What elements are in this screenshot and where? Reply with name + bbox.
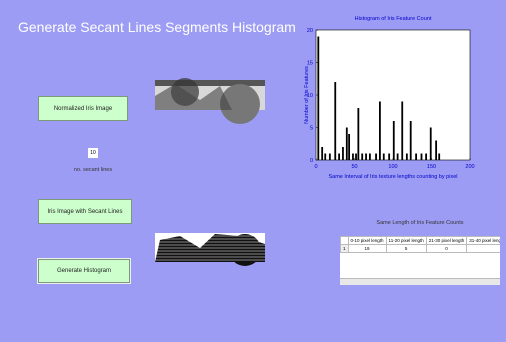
bar <box>379 102 381 161</box>
bar <box>410 121 412 160</box>
histogram-button[interactable]: Generate Histogram <box>38 259 130 283</box>
column-header: 31-40 pixel length <box>467 237 500 245</box>
bar <box>355 154 357 161</box>
x-tick-label: 200 <box>465 164 474 170</box>
x-tick-label: 100 <box>388 164 397 170</box>
row-label: 1 <box>341 245 349 253</box>
bar <box>435 141 437 161</box>
table-title: Same Length of Iris Feature Counts <box>340 220 500 226</box>
bar <box>352 154 354 161</box>
bar <box>348 134 350 160</box>
bar <box>383 154 385 161</box>
normalize-button[interactable]: Normalized Iris Image <box>38 96 128 121</box>
bar <box>361 154 363 161</box>
y-tick-label: 5 <box>310 126 313 132</box>
histogram-title: Histogram of Iris Feature Count <box>355 16 432 22</box>
app-window: Histogram of Iris Feature Count Same Int… <box>0 0 506 342</box>
bar <box>430 128 432 161</box>
x-tick-label: 50 <box>351 164 357 170</box>
bar <box>388 154 390 161</box>
iris-image <box>155 78 265 124</box>
bar <box>438 154 440 161</box>
bar <box>338 154 340 161</box>
bar <box>317 37 319 161</box>
bar <box>357 108 359 160</box>
y-tick-label: 0 <box>310 158 313 164</box>
cell: 5 <box>386 245 426 253</box>
bar <box>334 82 336 160</box>
x-tick-label: 0 <box>314 164 317 170</box>
x-axis-label: Same Interval of Iris texture lengths co… <box>328 174 457 180</box>
column-header: 0-10 pixel length <box>348 237 386 245</box>
x-tick-label: 150 <box>427 164 436 170</box>
window-title: Generate Secant Lines Segments Histogram <box>18 19 296 35</box>
column-header: 11-20 pixel length <box>386 237 426 245</box>
column-header: 21-30 pixel length <box>426 237 467 245</box>
bar <box>375 154 377 161</box>
bar <box>329 154 331 161</box>
bar <box>365 154 367 161</box>
secant-input[interactable]: 10 <box>88 148 98 158</box>
bar <box>397 154 399 161</box>
y-tick-label: 15 <box>307 61 313 67</box>
secant-button[interactable]: Iris Image with Secant Lines <box>38 199 132 224</box>
bar <box>393 121 395 160</box>
cell: 19 <box>348 245 386 253</box>
secant-label: no. secant lines <box>50 167 136 173</box>
bar <box>369 154 371 161</box>
iris-secant-image <box>155 233 265 266</box>
bar <box>421 154 423 161</box>
scrollbar[interactable] <box>340 278 500 285</box>
bar <box>321 147 323 160</box>
bar <box>425 154 427 161</box>
bar <box>324 154 326 161</box>
bar <box>342 147 344 160</box>
bar <box>406 154 408 161</box>
bar <box>415 154 417 161</box>
bar <box>401 102 403 161</box>
y-tick-label: 20 <box>307 28 313 34</box>
bar <box>346 128 348 161</box>
y-tick-label: 10 <box>307 93 313 99</box>
cell <box>467 245 500 253</box>
cell: 0 <box>426 245 467 253</box>
corner-cell <box>341 237 349 245</box>
